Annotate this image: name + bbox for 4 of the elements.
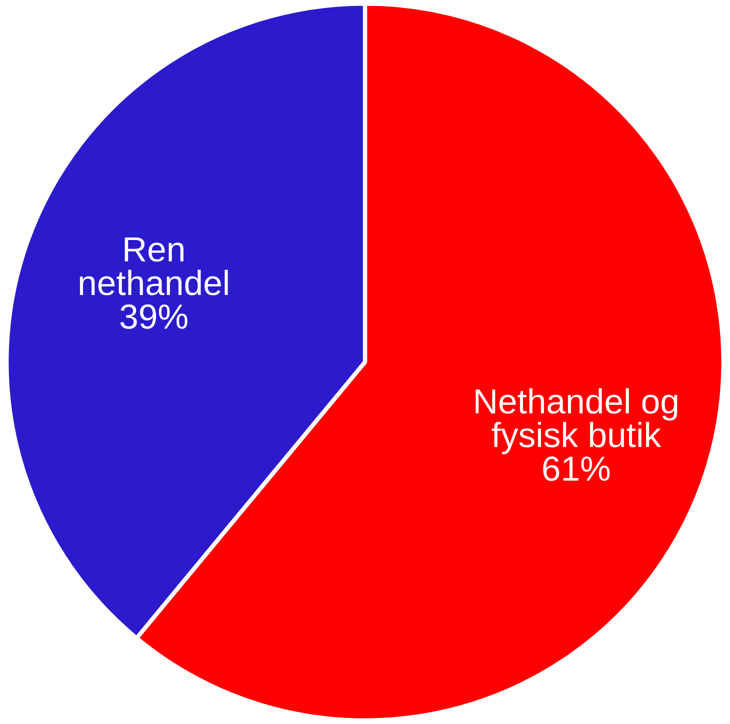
data-label: 39%	[120, 304, 188, 329]
data-label: 61%	[543, 456, 610, 481]
slice-label: Ren nethandel	[80, 237, 228, 296]
slice-label: Nethandel og fysisk butik	[476, 388, 678, 454]
